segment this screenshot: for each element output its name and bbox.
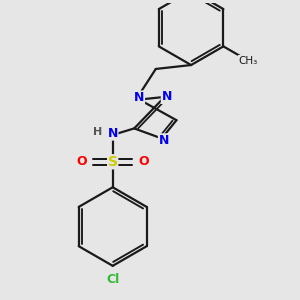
Text: N: N <box>134 91 145 104</box>
Text: N: N <box>161 90 172 104</box>
Text: CH₃: CH₃ <box>238 56 257 65</box>
Text: N: N <box>107 127 118 140</box>
Text: N: N <box>158 134 169 147</box>
Text: Cl: Cl <box>106 273 119 286</box>
Text: S: S <box>108 155 118 169</box>
Text: O: O <box>76 155 87 168</box>
Text: O: O <box>139 155 149 168</box>
Text: H: H <box>93 127 102 136</box>
